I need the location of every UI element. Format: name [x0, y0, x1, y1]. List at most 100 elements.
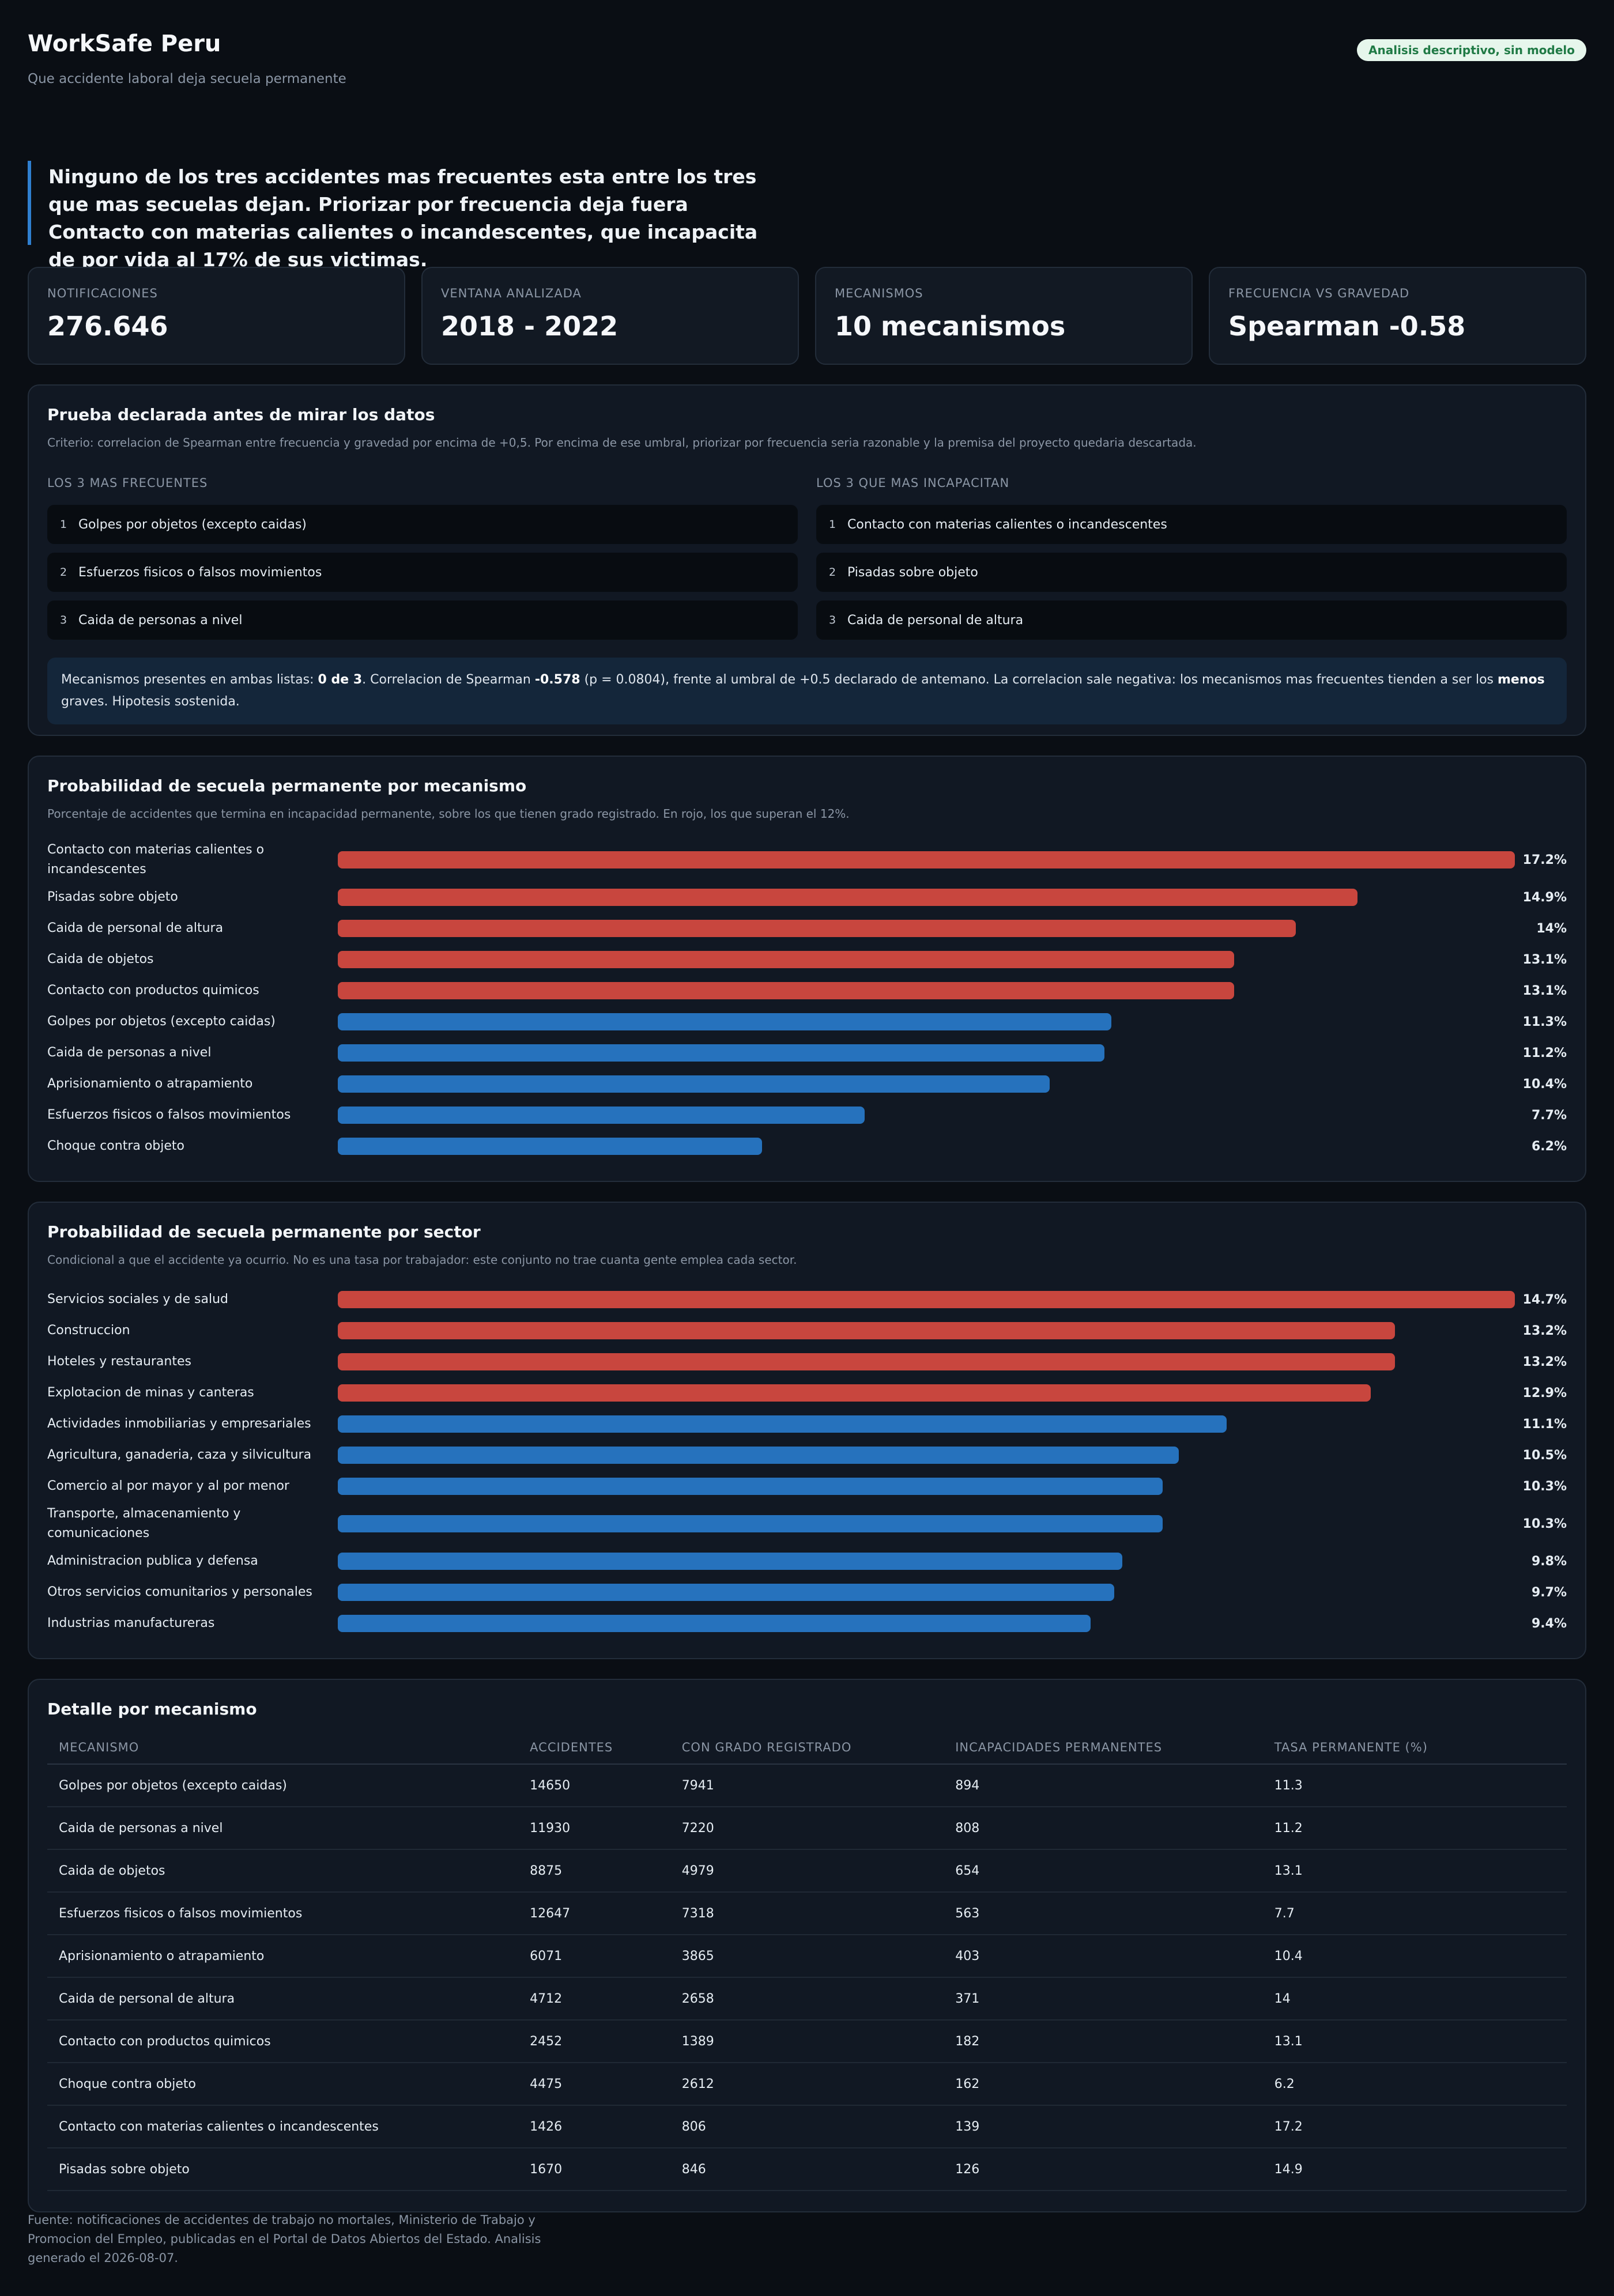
table-row: Golpes por objetos (excepto caidas) 14650… [47, 1764, 1567, 1807]
bar-track [338, 1584, 1515, 1601]
table-cell: 8875 [518, 1849, 670, 1893]
table-cell: 139 [944, 2105, 1263, 2148]
bar [338, 851, 1515, 868]
bar-value-label: 9.8% [1531, 1554, 1567, 1569]
brand-block: WorkSafe Peru Que accidente laboral deja… [28, 29, 346, 86]
table-cell: 7.7 [1262, 1892, 1567, 1935]
table-cell: 2658 [670, 1977, 944, 2021]
card-label: MECANISMOS [835, 286, 923, 300]
bar-row: Comercio al por mayor y al por menor 10.3… [47, 1471, 1567, 1502]
bar-value-label: 10.4% [1522, 1077, 1567, 1092]
bar-row: Servicios sociales y de salud 14.7% [47, 1284, 1567, 1315]
bar-value-label: 13.2% [1522, 1354, 1567, 1369]
table-row: Aprisionamiento o atrapamiento 6071 3865 40… [47, 1935, 1567, 1978]
column-header: MECANISMO [47, 1732, 519, 1765]
bar-value-label: 9.4% [1531, 1616, 1567, 1631]
table-cell: Caida de personas a nivel [47, 1807, 519, 1850]
bar-track [338, 1013, 1515, 1030]
list-item: 2 Pisadas sobre objeto [816, 553, 1567, 592]
table-cell: 3865 [670, 1935, 944, 1978]
sector-bar-chart: Servicios sociales y de salud 14.7% Constr… [47, 1284, 1567, 1639]
hypothesis-result: Mecanismos presentes en ambas listas: 0 … [47, 658, 1567, 724]
list-item-label: Pisadas sobre objeto [847, 565, 978, 580]
table-body: Golpes por objetos (excepto caidas) 14650… [47, 1764, 1567, 2191]
table-cell: Esfuerzos fisicos o falsos movimientos [47, 1892, 519, 1935]
list-item: 2 Esfuerzos fisicos o falsos movimientos [47, 553, 798, 592]
bar-track [338, 1515, 1515, 1532]
bar [338, 1384, 1371, 1402]
detail-table: MECANISMO ACCIDENTES CON GRADO REGISTRADO I… [47, 1732, 1567, 2191]
bar-track [338, 1384, 1515, 1402]
bar-row: Contacto con materias calientes o incand… [47, 838, 1567, 882]
bar-row: Golpes por objetos (excepto caidas) 11.3% [47, 1006, 1567, 1037]
bar-category-label: Choque contra objeto [47, 1139, 185, 1153]
bar [338, 920, 1296, 937]
bar [338, 1107, 865, 1124]
sector-chart-subtitle: Condicional a que el accidente ya ocurri… [47, 1253, 797, 1267]
headline-text: Ninguno de los tres accidentes mas frecu… [48, 165, 758, 271]
table-cell: 7220 [670, 1807, 944, 1850]
bar-track [338, 1044, 1515, 1062]
bar-category-label: Caida de objetos [47, 952, 154, 966]
table-cell: 846 [670, 2148, 944, 2191]
table-cell: 11.2 [1262, 1807, 1567, 1850]
bar-category-label: Caida de personal de altura [47, 921, 224, 935]
bar-value-label: 10.3% [1522, 1479, 1567, 1494]
table-cell: 1670 [518, 2148, 670, 2191]
table-cell: 182 [944, 2020, 1263, 2063]
table-cell: 11930 [518, 1807, 670, 1850]
sector-chart-panel: Probabilidad de secuela permanente por s… [28, 1202, 1586, 1659]
hypothesis-panel: Prueba declarada antes de mirar los dato… [28, 384, 1586, 736]
bar [338, 1584, 1115, 1601]
table-row: Esfuerzos fisicos o falsos movimientos 12… [47, 1892, 1567, 1935]
bar-row: Actividades inmobiliarias y empresariale… [47, 1408, 1567, 1440]
bar-category-label: Construccion [47, 1323, 130, 1338]
column-header: CON GRADO REGISTRADO [670, 1732, 944, 1765]
bar-category-label: Pisadas sobre objeto [47, 890, 178, 904]
bar [338, 1353, 1395, 1370]
bar-track [338, 1447, 1515, 1464]
bar-value-label: 11.2% [1522, 1045, 1567, 1060]
bar-row: Choque contra objeto 6.2% [47, 1131, 1567, 1162]
table-cell: 563 [944, 1892, 1263, 1935]
bar-row: Caida de personas a nivel 11.2% [47, 1037, 1567, 1068]
bar-category-label: Explotacion de minas y canteras [47, 1385, 254, 1400]
table-row: Choque contra objeto 4475 2612 162 6.2 [47, 2063, 1567, 2106]
hypothesis-subtitle: Criterio: correlacion de Spearman entre … [47, 436, 1197, 450]
table-cell: 17.2 [1262, 2105, 1567, 2148]
bar-track [338, 920, 1515, 937]
frequent-list: LOS 3 MAS FRECUENTES 1 Golpes por objetos… [47, 476, 798, 648]
bar-track [338, 1107, 1515, 1124]
card-label: VENTANA ANALIZADA [441, 286, 582, 300]
bar [338, 1013, 1111, 1030]
hypothesis-lists: LOS 3 MAS FRECUENTES 1 Golpes por objetos… [47, 476, 1567, 648]
table-row: Pisadas sobre objeto 1670 846 126 14.9 [47, 2148, 1567, 2191]
bar [338, 1291, 1515, 1308]
rank-number: 3 [829, 614, 836, 626]
table-cell: 1426 [518, 2105, 670, 2148]
table-cell: 894 [944, 1764, 1263, 1807]
card-value: 276.646 [47, 311, 168, 342]
method-badge: Analisis descriptivo, sin modelo [1357, 39, 1586, 61]
table-cell: Contacto con productos quimicos [47, 2020, 519, 2063]
table-cell: 4979 [670, 1849, 944, 1893]
detail-table-title: Detalle por mecanismo [47, 1700, 257, 1719]
bar-value-label: 17.2% [1522, 852, 1567, 867]
bar-row: Contacto con productos quimicos 13.1% [47, 975, 1567, 1006]
table-cell: 10.4 [1262, 1935, 1567, 1978]
table-cell: 808 [944, 1807, 1263, 1850]
bar-row: Caida de objetos 13.1% [47, 944, 1567, 975]
bar-row: Administracion publica y defensa 9.8% [47, 1546, 1567, 1577]
bar-value-label: 13.1% [1522, 983, 1567, 998]
rank-number: 1 [829, 518, 836, 531]
table-row: Contacto con productos quimicos 2452 1389 1… [47, 2020, 1567, 2063]
result-text: (p = 0.0804), frente al umbral de +0.5 d… [580, 673, 1498, 687]
bar-track [338, 951, 1515, 968]
table-cell: Caida de personal de altura [47, 1977, 519, 2021]
table-cell: 4712 [518, 1977, 670, 2021]
bar-category-label: Agricultura, ganaderia, caza y silvicult… [47, 1448, 312, 1462]
table-cell: Caida de objetos [47, 1849, 519, 1893]
bar [338, 1322, 1395, 1339]
bar-row: Caida de personal de altura 14% [47, 913, 1567, 944]
